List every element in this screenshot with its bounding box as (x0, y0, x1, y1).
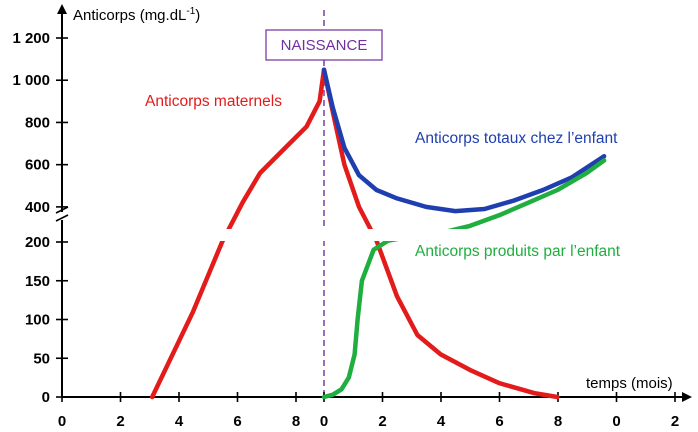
label-anticorps-maternels: Anticorps maternels (145, 93, 282, 110)
x-tick-label: 0 (58, 413, 66, 430)
y-tick-label: 600 (25, 157, 50, 174)
x-tick-label: 0 (320, 413, 328, 430)
x-tick-label: 2 (378, 413, 386, 430)
y-tick-label: 400 (25, 199, 50, 216)
y-tick-label: 1 000 (12, 72, 50, 89)
x-tick-label: 2 (671, 413, 679, 430)
x-axis-title: temps (mois) (586, 375, 673, 392)
tick-layer: 0246802468024680501001502004006008001 00… (12, 30, 679, 430)
x-tick-label: 6 (495, 413, 503, 430)
y-tick-label: 100 (25, 312, 50, 329)
x-tick-label: 2 (116, 413, 124, 430)
label-anticorps-totaux: Anticorps totaux chez l’enfant (415, 130, 618, 147)
y-tick-label: 1 200 (12, 30, 50, 47)
x-axis-arrow (682, 392, 692, 402)
x-tick-label: 0 (612, 413, 620, 430)
y-tick-label: 0 (42, 389, 50, 406)
axis-break-gap (66, 229, 686, 241)
series-line-2 (321, 158, 607, 400)
naissance-label: NAISSANCE (281, 37, 368, 54)
y-tick-label: 150 (25, 273, 50, 290)
y-tick-label: 200 (25, 234, 50, 251)
y-axis-break (54, 206, 70, 222)
x-tick-label: 6 (233, 413, 241, 430)
label-anticorps-produits: Anticorps produits par l’enfant (415, 243, 621, 260)
curve-layer (66, 67, 686, 400)
y-tick-label: 800 (25, 114, 50, 131)
series-line-0 (149, 67, 560, 400)
series-line-1 (321, 67, 607, 214)
x-tick-label: 8 (292, 413, 300, 430)
naissance-box (265, 29, 383, 61)
x-tick-label: 4 (437, 413, 446, 430)
y-axis-arrow (57, 4, 67, 14)
y-tick-label: 50 (33, 350, 50, 367)
x-tick-label: 8 (554, 413, 562, 430)
y-axis-title: Anticorps (mg.dL-1) (73, 6, 200, 24)
x-tick-label: 4 (175, 413, 184, 430)
